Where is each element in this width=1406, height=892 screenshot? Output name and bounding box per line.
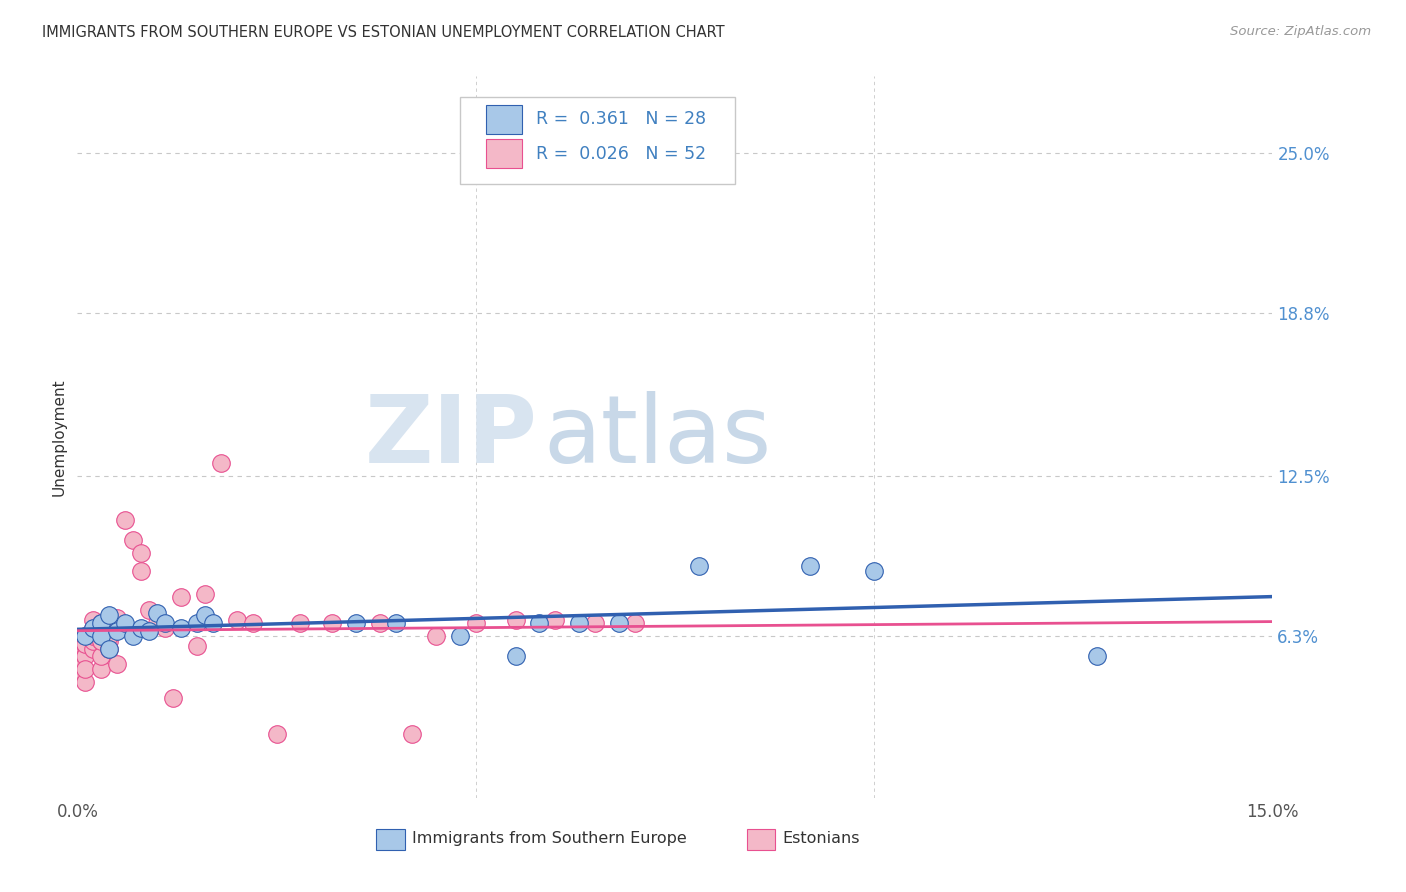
Text: Immigrants from Southern Europe: Immigrants from Southern Europe: [412, 830, 686, 846]
Y-axis label: Unemployment: Unemployment: [51, 378, 66, 496]
Point: [75, 662, 97, 676]
Point: [607, 615, 630, 630]
Point: [568, 615, 591, 630]
Point: [201, 615, 224, 630]
Point: [186, 639, 208, 653]
Point: [321, 615, 343, 630]
Point: [129, 546, 152, 560]
Point: [170, 590, 193, 604]
Point: [75, 629, 97, 643]
Point: [449, 629, 471, 643]
Text: IMMIGRANTS FROM SOUTHERN EUROPE VS ESTONIAN UNEMPLOYMENT CORRELATION CHART: IMMIGRANTS FROM SOUTHERN EUROPE VS ESTON…: [42, 25, 725, 40]
Point: [90, 662, 112, 676]
Text: atlas: atlas: [544, 391, 772, 483]
Point: [114, 513, 136, 527]
Point: [75, 649, 97, 664]
Point: [98, 608, 121, 623]
Point: [75, 629, 97, 643]
Bar: [377, 829, 405, 850]
Point: [129, 564, 152, 578]
Point: [66, 662, 89, 676]
Point: [624, 615, 647, 630]
Point: [464, 615, 486, 630]
Point: [82, 621, 104, 635]
Point: [75, 641, 97, 656]
Point: [688, 559, 710, 574]
Text: ZIP: ZIP: [364, 391, 537, 483]
Point: [98, 641, 121, 656]
Bar: [747, 829, 775, 850]
Bar: [486, 139, 522, 169]
Point: [90, 629, 112, 643]
Point: [105, 624, 128, 638]
Point: [529, 615, 551, 630]
Point: [75, 636, 97, 650]
Point: [344, 615, 367, 630]
Point: [114, 615, 136, 630]
Point: [170, 621, 193, 635]
Point: [194, 608, 217, 623]
Point: [75, 675, 97, 690]
Point: [1085, 649, 1108, 664]
Point: [82, 629, 104, 643]
Point: [209, 456, 232, 470]
Point: [162, 690, 184, 705]
Point: [129, 621, 152, 635]
Point: [82, 641, 104, 656]
Point: [583, 615, 606, 630]
Point: [98, 615, 121, 630]
Point: [290, 615, 312, 630]
Text: R =  0.026   N = 52: R = 0.026 N = 52: [536, 145, 706, 163]
Point: [138, 603, 160, 617]
Point: [105, 610, 128, 624]
Point: [122, 629, 145, 643]
Point: [82, 634, 104, 648]
Point: [368, 615, 391, 630]
Point: [153, 615, 176, 630]
Point: [225, 613, 247, 627]
Point: [82, 613, 104, 627]
Point: [75, 636, 97, 650]
Point: [186, 615, 208, 630]
Point: [505, 649, 527, 664]
Point: [90, 615, 112, 630]
Point: [66, 636, 89, 650]
Point: [863, 564, 886, 578]
Point: [425, 629, 447, 643]
Point: [194, 587, 217, 601]
Point: [505, 613, 527, 627]
Point: [90, 649, 112, 664]
Text: Estonians: Estonians: [783, 830, 860, 846]
Point: [98, 634, 121, 648]
Point: [90, 634, 112, 648]
Point: [122, 533, 145, 548]
Point: [146, 606, 169, 620]
Point: [105, 613, 128, 627]
Point: [401, 727, 423, 741]
Point: [105, 657, 128, 672]
Point: [153, 621, 176, 635]
Point: [544, 613, 567, 627]
Point: [146, 615, 169, 630]
Point: [90, 629, 112, 643]
Point: [98, 641, 121, 656]
Point: [799, 559, 821, 574]
Point: [242, 615, 264, 630]
Point: [82, 621, 104, 635]
Point: [98, 629, 121, 643]
Point: [138, 624, 160, 638]
Bar: [486, 104, 522, 134]
FancyBboxPatch shape: [460, 97, 735, 185]
Point: [90, 615, 112, 630]
Point: [266, 727, 288, 741]
Point: [385, 615, 408, 630]
Text: Source: ZipAtlas.com: Source: ZipAtlas.com: [1230, 25, 1371, 38]
Point: [90, 634, 112, 648]
Text: R =  0.361   N = 28: R = 0.361 N = 28: [536, 111, 706, 128]
